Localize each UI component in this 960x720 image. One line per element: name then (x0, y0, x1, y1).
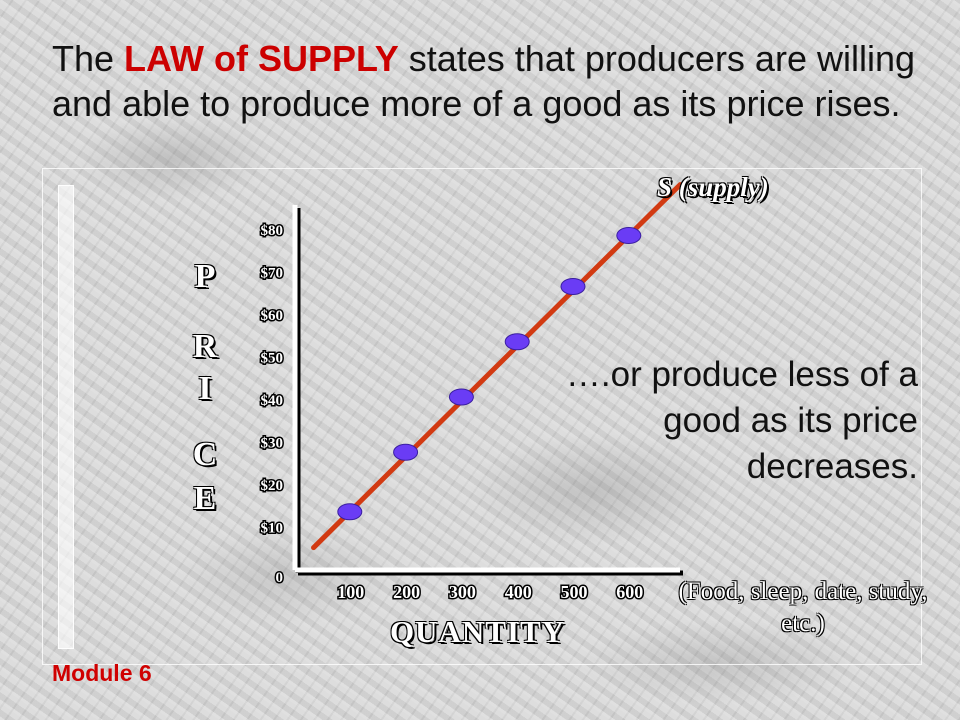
supply-point (337, 503, 363, 521)
supply-point (393, 443, 419, 461)
note-text: ….or produce less of a good as its price… (565, 355, 918, 486)
y-tick-label: $70 (261, 266, 284, 282)
content-frame (42, 168, 922, 665)
y-tick-label: $30 (261, 436, 284, 452)
ylabel-letter-e: E (193, 480, 217, 517)
y-tick-label: 0 (276, 570, 284, 586)
ylabel-letter-r: R (192, 328, 218, 365)
title-prefix: The (52, 38, 125, 79)
y-tick-label: $80 (261, 223, 284, 239)
supply-line (311, 182, 683, 551)
ylabel-letter-c: C (192, 436, 218, 473)
slide-title: The LAW of SUPPLY states that producers … (52, 36, 952, 126)
module-label: Module 6 (52, 660, 152, 686)
title-suffix: states that producers are willing and ab… (52, 38, 916, 124)
y-tick-label: $20 (261, 478, 284, 494)
y-tick-label: $50 (261, 351, 284, 367)
y-tick-label: $60 (261, 308, 284, 324)
ylabel-letter-i: I (198, 370, 212, 407)
supply-point (504, 333, 530, 351)
x-tick-label: 200 (393, 582, 420, 602)
supply-point (448, 388, 474, 406)
x-axis-label: QUANTITY (390, 614, 566, 649)
x-tick-label: 400 (505, 582, 532, 602)
y-tick-label: $10 (261, 521, 284, 537)
decorative-side-bar (58, 185, 74, 649)
title-highlight: LAW of SUPPLY (124, 38, 399, 79)
supply-point (616, 227, 642, 244)
x-tick-label: 100 (337, 582, 364, 602)
x-tick-label: 300 (449, 582, 476, 602)
y-tick-label: $40 (261, 393, 284, 409)
ylabel-letter-p: P (194, 258, 216, 295)
series-label: S (supply) (657, 172, 769, 202)
x-tick-label: 500 (561, 582, 588, 602)
x-tick-label: 600 (616, 582, 643, 602)
supply-point (560, 278, 586, 295)
examples-text: (Food, sleep, date, study, etc.) (678, 578, 928, 637)
